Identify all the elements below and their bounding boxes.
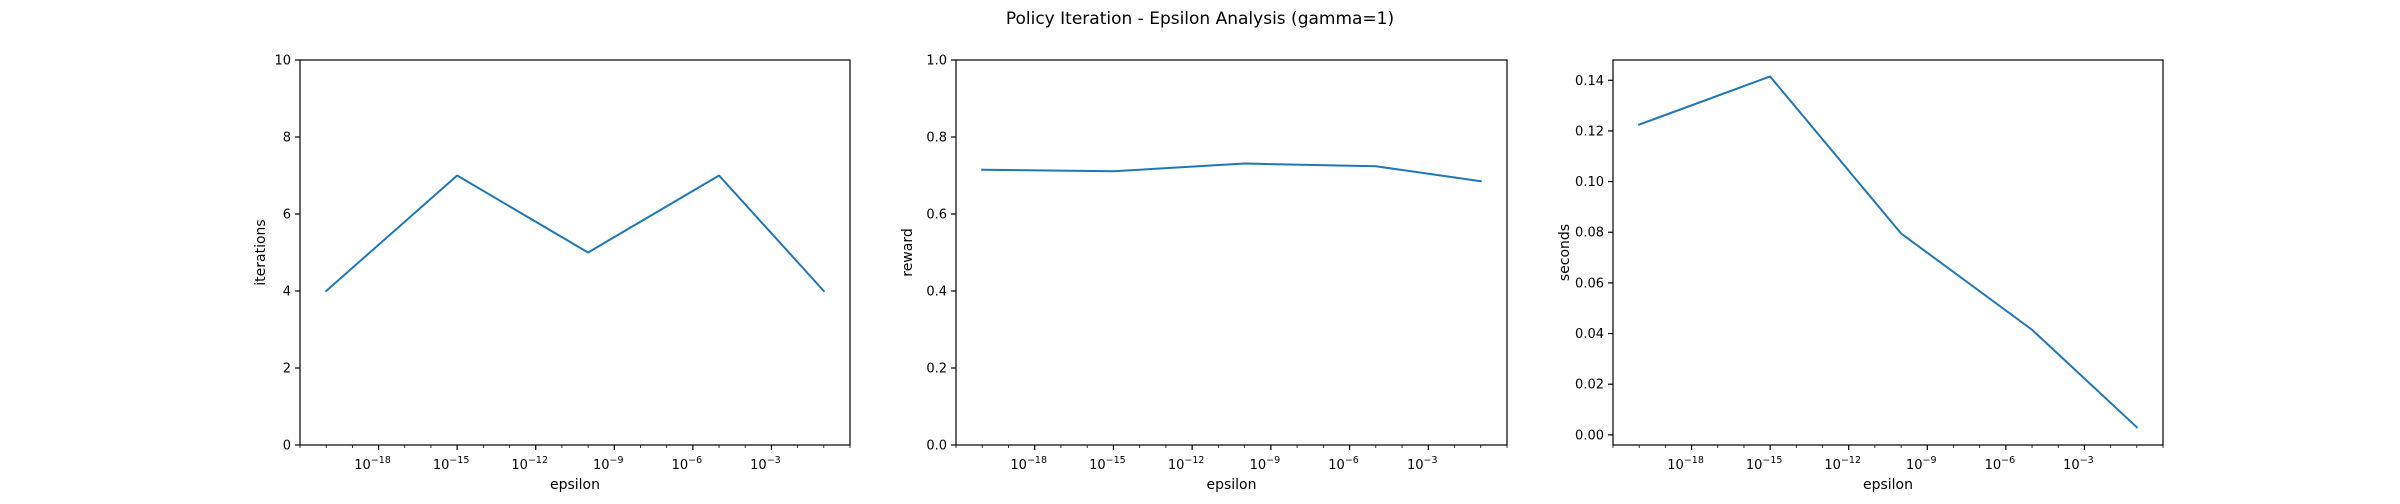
y-axis-label-3: seconds bbox=[1557, 224, 1573, 281]
x-tick-label-2-5: 10−3 bbox=[1407, 455, 1438, 473]
x-tick-label-1-3: 10−9 bbox=[593, 455, 624, 473]
x-tick-label-1-5: 10−3 bbox=[750, 455, 781, 473]
y-tick-label-3-2: 0.04 bbox=[1575, 327, 1604, 342]
x-tick-label-2-1: 10−15 bbox=[1089, 455, 1126, 473]
subplot-3: 0.00 0.02 0.04 0.06 0.08 0.10 0.12 0.14 10−18 10−… bbox=[1557, 59, 2164, 493]
x-axis-label-3: epsilon bbox=[1863, 477, 1913, 493]
x-tick-label-2-2: 10−12 bbox=[1168, 455, 1205, 473]
axes-frame-1 bbox=[299, 59, 851, 446]
y-tick-label-1-2: 4 bbox=[283, 285, 291, 300]
y-tick-label-3-7: 0.14 bbox=[1575, 74, 1604, 89]
x-axis-label-2: epsilon bbox=[1206, 477, 1256, 493]
y-tick-label-1-5: 10 bbox=[274, 54, 291, 69]
axes-frame-2 bbox=[955, 59, 1508, 446]
x-tick-label-3-1: 10−15 bbox=[1746, 455, 1783, 473]
figure-title: Policy Iteration - Epsilon Analysis (gam… bbox=[1006, 9, 1394, 29]
x-tick-label-3-5: 10−3 bbox=[2063, 455, 2094, 473]
x-tick-label-1-2: 10−12 bbox=[511, 455, 548, 473]
y-tick-label-2-4: 0.8 bbox=[926, 131, 947, 146]
y-tick-label-3-4: 0.08 bbox=[1575, 226, 1604, 241]
y-tick-label-3-1: 0.02 bbox=[1575, 378, 1604, 393]
y-tick-label-1-4: 8 bbox=[283, 131, 291, 146]
y-tick-label-3-3: 0.06 bbox=[1575, 276, 1604, 291]
series-line-1-1 bbox=[324, 174, 826, 293]
x-tick-label-2-3: 10−9 bbox=[1250, 455, 1281, 473]
x-tick-label-2-4: 10−6 bbox=[1328, 455, 1359, 473]
series-line-3-1 bbox=[1637, 75, 2139, 429]
x-tick-label-3-3: 10−9 bbox=[1906, 455, 1937, 473]
x-tick-label-1-4: 10−6 bbox=[672, 455, 703, 473]
y-tick-label-3-0: 0.00 bbox=[1575, 428, 1604, 443]
y-tick-label-2-3: 0.6 bbox=[926, 208, 947, 223]
subplot-2: 0.0 0.2 0.4 0.6 0.8 1.0 10−18 10−15 10−12 10−9 10−… bbox=[900, 54, 1508, 493]
y-tick-label-2-0: 0.0 bbox=[926, 439, 947, 454]
y-tick-label-1-3: 6 bbox=[283, 208, 291, 223]
y-axis-label-1: iterations bbox=[253, 219, 269, 285]
y-tick-label-3-6: 0.12 bbox=[1575, 124, 1604, 139]
x-tick-label-3-0: 10−18 bbox=[1667, 455, 1704, 473]
x-tick-label-3-4: 10−6 bbox=[1985, 455, 2016, 473]
y-tick-label-2-2: 0.4 bbox=[926, 285, 947, 300]
x-tick-label-1-1: 10−15 bbox=[433, 455, 470, 473]
x-tick-label-2-0: 10−18 bbox=[1010, 455, 1047, 473]
y-tick-label-2-5: 1.0 bbox=[926, 54, 947, 69]
subplot-1: 0 2 4 6 8 10 10−18 10−15 10−12 10−9 10−6 10−3 epsilo… bbox=[253, 54, 851, 493]
x-tick-label-3-2: 10−12 bbox=[1824, 455, 1861, 473]
x-tick-label-1-0: 10−18 bbox=[354, 455, 391, 473]
axes-frame-3 bbox=[1612, 59, 2164, 446]
series-line-2-1 bbox=[981, 162, 1482, 183]
y-tick-label-1-1: 2 bbox=[283, 362, 291, 377]
y-tick-label-3-5: 0.10 bbox=[1575, 175, 1604, 190]
y-tick-label-2-1: 0.2 bbox=[926, 362, 947, 377]
y-axis-label-2: reward bbox=[900, 228, 916, 277]
y-tick-label-1-0: 0 bbox=[283, 439, 291, 454]
x-axis-label-1: epsilon bbox=[550, 477, 600, 493]
